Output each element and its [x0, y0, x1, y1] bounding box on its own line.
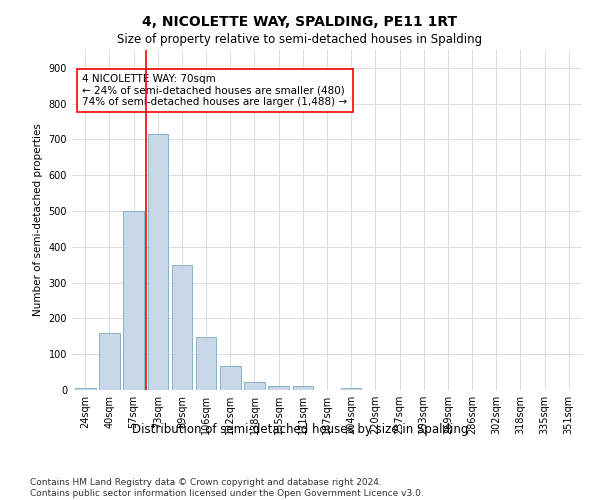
- Bar: [172, 266, 192, 390]
- Bar: [75, 388, 95, 390]
- Y-axis label: Number of semi-detached properties: Number of semi-detached properties: [33, 124, 43, 316]
- Bar: [341, 388, 361, 390]
- Bar: [99, 332, 120, 390]
- Bar: [148, 134, 168, 390]
- Bar: [124, 211, 144, 390]
- Text: Contains HM Land Registry data © Crown copyright and database right 2024.
Contai: Contains HM Land Registry data © Crown c…: [30, 478, 424, 498]
- Text: 4, NICOLETTE WAY, SPALDING, PE11 1RT: 4, NICOLETTE WAY, SPALDING, PE11 1RT: [142, 15, 458, 29]
- Text: Distribution of semi-detached houses by size in Spalding: Distribution of semi-detached houses by …: [132, 422, 468, 436]
- Text: 4 NICOLETTE WAY: 70sqm
← 24% of semi-detached houses are smaller (480)
74% of se: 4 NICOLETTE WAY: 70sqm ← 24% of semi-det…: [82, 74, 347, 107]
- Bar: [244, 382, 265, 390]
- Bar: [196, 337, 217, 390]
- Bar: [268, 386, 289, 390]
- Bar: [220, 366, 241, 390]
- Text: Size of property relative to semi-detached houses in Spalding: Size of property relative to semi-detach…: [118, 32, 482, 46]
- Bar: [293, 386, 313, 390]
